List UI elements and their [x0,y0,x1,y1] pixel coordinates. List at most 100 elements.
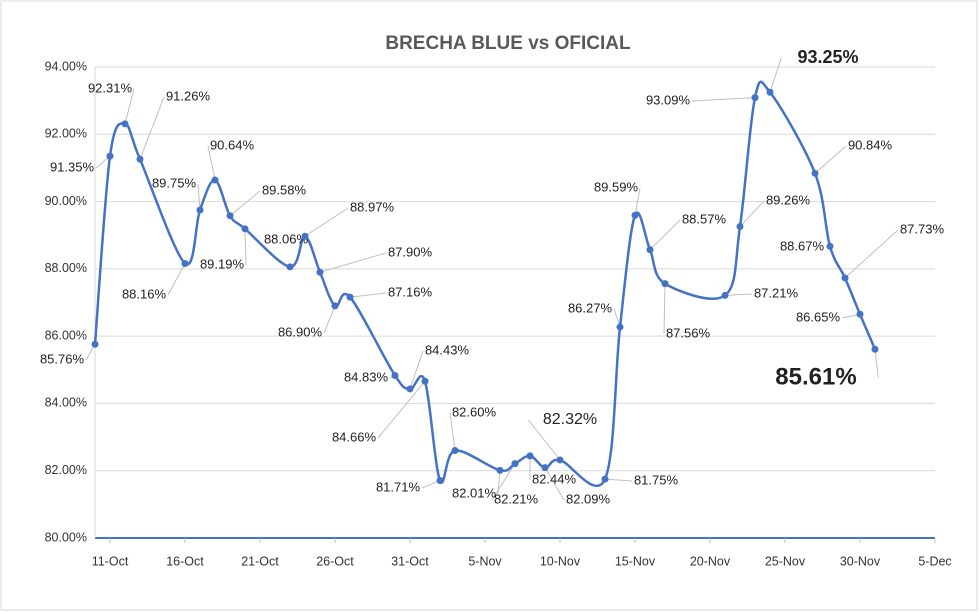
leader-line [544,467,565,501]
y-tick-label: 86.00% [45,328,87,342]
data-label: 89.58% [262,182,307,197]
y-tick-label: 94.00% [45,59,87,73]
x-tick-label: 31-Oct [391,554,429,568]
data-point [391,372,399,380]
data-point [511,460,519,468]
data-point [91,340,99,348]
leader-line [124,88,135,124]
x-tick-label: 16-Oct [166,554,204,568]
data-point [556,456,564,464]
data-point [826,242,834,250]
y-tick-label: 84.00% [45,396,87,410]
leader-line [874,349,879,379]
data-label: 82.60% [452,404,497,419]
leader-line [139,96,165,160]
leader-line [634,187,641,216]
data-label: 82.44% [532,471,577,486]
data-point [181,259,189,267]
data-point [211,176,219,184]
data-label: 89.59% [594,179,639,194]
leader-line [649,219,681,251]
y-tick-label: 82.00% [45,463,87,477]
x-tick-label: 25-Nov [765,554,806,568]
y-tick-label: 88.00% [45,261,87,275]
leader-line [377,380,426,439]
data-point [646,246,654,254]
data-point [436,476,444,484]
data-point [136,155,144,163]
data-label: 91.26% [166,88,211,103]
data-label: 88.16% [122,286,167,301]
leader-line [197,183,201,211]
data-point [226,212,234,220]
data-label: 87.21% [754,285,799,300]
data-point [406,385,414,393]
data-point [616,323,624,331]
data-label: 82.01% [452,485,497,500]
leader-line [319,252,387,273]
data-point [121,120,129,128]
data-point [541,464,549,472]
data-point [736,222,744,230]
data-label: 88.97% [350,199,395,214]
data-point [316,268,324,276]
data-label: 82.32% [543,411,597,428]
leader-line [604,478,633,482]
data-label: 87.56% [666,325,711,340]
data-point [841,274,849,282]
data-point [871,345,879,353]
data-label: 82.21% [494,491,539,506]
leader-line [167,263,186,296]
chart-title: BRECHA BLUE vs OFICIAL [385,33,631,54]
data-point [106,152,114,160]
data-point [751,94,759,102]
data-label: 88.57% [682,211,727,226]
data-label: 81.71% [376,479,421,494]
data-label: 91.35% [50,159,95,174]
data-point [631,211,639,219]
data-point [421,377,429,385]
y-tick-label: 80.00% [45,530,87,544]
data-point [286,263,294,271]
x-tick-label: 21-Oct [241,554,279,568]
data-point [301,232,309,240]
data-point [721,291,729,299]
data-label: 92.31% [88,80,133,95]
data-point [526,452,534,460]
data-point [811,169,819,177]
data-label: 82.09% [566,491,611,506]
data-label: 84.83% [344,369,389,384]
data-point [331,302,339,310]
leader-line [207,145,216,181]
leader-line [724,293,753,296]
data-label: 85.76% [40,351,85,366]
x-tick-label: 11-Oct [92,554,129,568]
data-label: 88.67% [780,238,825,253]
data-label: 89.19% [200,256,245,271]
x-tick-label: 20-Nov [690,554,731,568]
leader-line [769,57,782,93]
data-label: 86.65% [796,309,841,324]
leader-line [244,228,247,266]
x-tick-label: 10-Nov [540,554,581,568]
data-label: 87.73% [900,221,945,236]
data-label: 93.09% [646,92,691,107]
data-point [856,310,864,318]
x-tick-label: 15-Nov [615,554,656,568]
series-line [93,80,877,488]
leader-line [449,412,456,451]
leader-line [663,283,666,335]
x-tick-label: 30-Nov [840,554,881,568]
leader-line [844,229,899,279]
leader-line [491,463,516,501]
data-label: 86.90% [278,324,323,339]
leader-line [691,97,756,102]
data-label: 89.26% [766,192,811,207]
data-label: 90.84% [848,137,893,152]
data-point [661,280,669,288]
data-label: 81.75% [634,472,679,487]
x-tick-label: 5-Nov [468,554,502,568]
leader-line [304,207,349,237]
